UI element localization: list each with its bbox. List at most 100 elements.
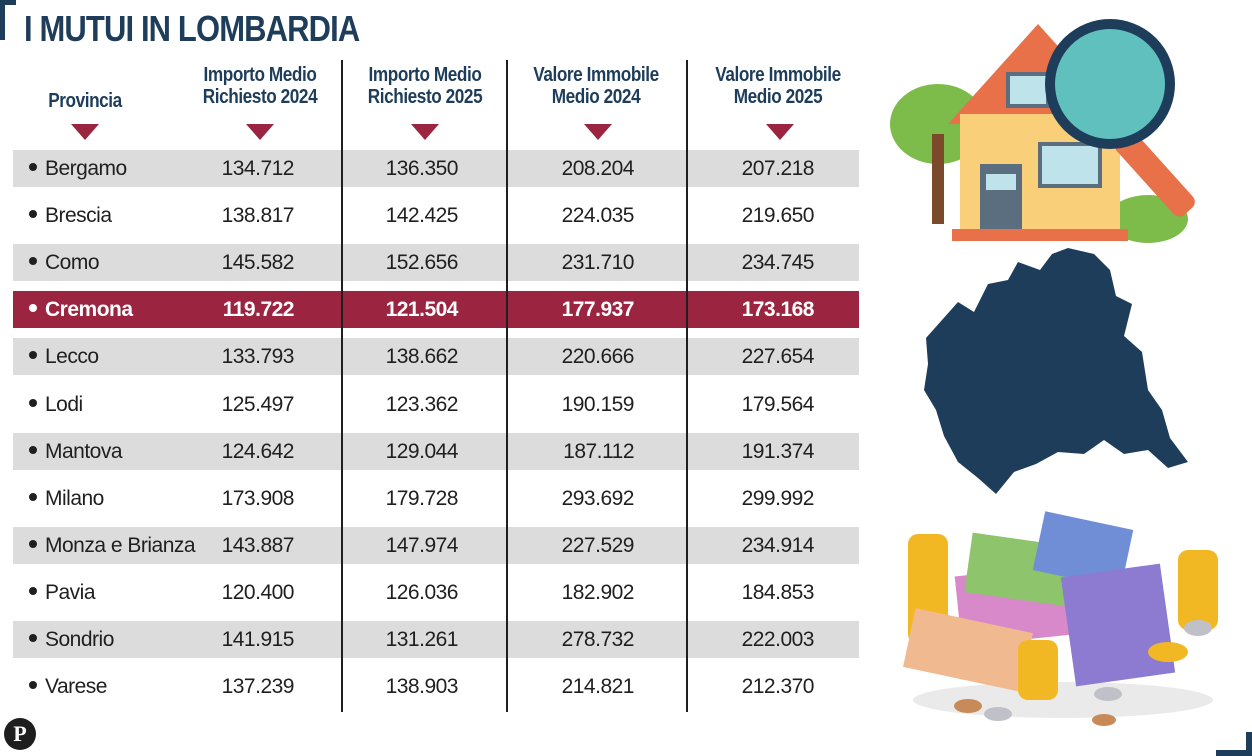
value-cell-val2024: 227.529	[561, 534, 635, 557]
header-provincia: Provincia	[48, 90, 122, 112]
provincia-label: Lecco	[45, 345, 99, 368]
bullet-icon	[29, 257, 37, 266]
value-cell-imp2025: 138.662	[385, 345, 459, 368]
page-title: I MUTUI IN LOMBARDIA	[24, 8, 360, 49]
column-divider	[506, 60, 508, 712]
corner-frame-bottom-right	[1216, 732, 1252, 756]
provincia-label: Cremona	[45, 298, 133, 321]
value-cell-val2025: 207.218	[741, 157, 815, 180]
value-cell-val2025: 219.650	[741, 204, 815, 227]
value-cell-imp2025: 179.728	[385, 487, 459, 510]
bullet-icon	[29, 493, 37, 502]
provincia-label: Pavia	[45, 581, 96, 604]
value-cell-imp2025: 131.261	[385, 628, 459, 651]
header-valore-2025: Valore Immobile Medio 2025	[692, 64, 864, 108]
money-pile-icon	[903, 511, 1218, 726]
column-divider	[686, 60, 688, 712]
provincia-cell: Lecco	[29, 338, 99, 375]
value-cell-val2025: 234.745	[741, 251, 815, 274]
table-row: Sondrio 141.915 131.261 278.732 222.003	[13, 621, 859, 658]
value-cell-imp2025: 138.903	[385, 675, 459, 698]
provincia-cell: Monza e Brianza	[29, 527, 196, 564]
table-row: Brescia 138.817 142.425 224.035 219.650	[13, 197, 859, 234]
value-cell-val2025: 191.374	[741, 440, 815, 463]
bullet-icon	[29, 446, 37, 455]
value-cell-imp2024: 138.817	[221, 204, 295, 227]
value-cell-val2024: 177.937	[561, 298, 635, 321]
bullet-icon	[29, 304, 37, 313]
value-cell-val2025: 173.168	[741, 298, 815, 321]
value-cell-val2025: 212.370	[741, 675, 815, 698]
table-row: Lecco 133.793 138.662 220.666 227.654	[13, 338, 859, 375]
provincia-cell: Cremona	[29, 291, 133, 328]
header-importo-2025: Importo Medio Richiesto 2025	[348, 64, 503, 108]
value-cell-imp2025: 142.425	[385, 204, 459, 227]
value-cell-val2024: 224.035	[561, 204, 635, 227]
bullet-icon	[29, 587, 37, 596]
value-cell-imp2024: 143.887	[221, 534, 295, 557]
value-cell-val2024: 208.204	[561, 157, 635, 180]
provincia-label: Como	[45, 251, 100, 274]
provincia-cell: Varese	[29, 668, 107, 705]
table-row: Monza e Brianza 143.887 147.974 227.529 234.…	[13, 527, 859, 564]
column-divider	[341, 60, 343, 712]
value-cell-imp2025: 136.350	[385, 157, 459, 180]
value-cell-imp2024: 120.400	[221, 581, 295, 604]
value-cell-val2025: 227.654	[741, 345, 815, 368]
provincia-cell: Brescia	[29, 197, 112, 234]
house-magnifier-icon	[890, 19, 1195, 243]
bullet-icon	[29, 540, 37, 549]
bullet-icon	[29, 351, 37, 360]
provincia-cell: Mantova	[29, 433, 123, 470]
bullet-icon	[29, 163, 37, 172]
value-cell-val2024: 220.666	[561, 345, 635, 368]
value-cell-imp2024: 119.722	[222, 298, 295, 321]
table-row: Bergamo 134.712 136.350 208.204 207.218	[13, 150, 859, 187]
provincia-label: Brescia	[45, 204, 112, 227]
value-cell-imp2024: 133.793	[221, 345, 295, 368]
provincia-label: Milano	[45, 487, 104, 510]
header-line: Valore Immobile	[533, 64, 659, 86]
provincia-label: Lodi	[45, 393, 83, 416]
provincia-label: Mantova	[45, 440, 123, 463]
provincia-label: Sondrio	[45, 628, 114, 651]
provincia-label: Bergamo	[45, 157, 127, 180]
sort-arrow-icon	[584, 124, 612, 140]
header-line: Richiesto 2025	[367, 86, 483, 108]
provincia-cell: Milano	[29, 480, 104, 517]
corner-frame-top-left	[0, 0, 16, 40]
table-row: Mantova 124.642 129.044 187.112 191.374	[13, 433, 859, 470]
table-row: Cremona 119.722 121.504 177.937 173.168	[13, 291, 859, 328]
value-cell-val2024: 182.902	[561, 581, 635, 604]
table-row: Milano 173.908 179.728 293.692 299.992	[13, 480, 859, 517]
value-cell-imp2025: 126.036	[385, 581, 459, 604]
value-cell-val2024: 293.692	[561, 487, 635, 510]
value-cell-imp2025: 121.504	[385, 298, 459, 321]
value-cell-imp2025: 123.362	[385, 393, 459, 416]
value-cell-val2025: 234.914	[741, 534, 815, 557]
value-cell-imp2025: 129.044	[385, 440, 459, 463]
value-cell-val2025: 299.992	[741, 487, 815, 510]
sort-arrow-icon	[766, 124, 794, 140]
value-cell-imp2025: 152.656	[385, 251, 459, 274]
value-cell-imp2024: 141.915	[221, 628, 295, 651]
bullet-icon	[29, 210, 37, 219]
table-row: Pavia 120.400 126.036 182.902 184.853	[13, 574, 859, 611]
publisher-logo: P	[4, 718, 36, 750]
provincia-cell: Sondrio	[29, 621, 114, 658]
provincia-label: Monza e Brianza	[45, 534, 196, 557]
value-cell-val2025: 179.564	[741, 393, 815, 416]
value-cell-imp2024: 125.497	[221, 393, 295, 416]
value-cell-val2024: 214.821	[561, 675, 635, 698]
bullet-icon	[29, 634, 37, 643]
header-line: Valore Immobile	[715, 64, 841, 86]
provincia-cell: Lodi	[29, 386, 83, 423]
value-cell-imp2024: 134.712	[221, 157, 295, 180]
bullet-icon	[29, 399, 37, 408]
value-cell-imp2024: 173.908	[221, 487, 295, 510]
lombardy-map-icon	[924, 248, 1188, 494]
header-importo-2024: Importo Medio Richiesto 2024	[183, 64, 338, 108]
provincia-cell: Pavia	[29, 574, 96, 611]
value-cell-val2025: 184.853	[741, 581, 815, 604]
value-cell-val2024: 190.159	[561, 393, 635, 416]
